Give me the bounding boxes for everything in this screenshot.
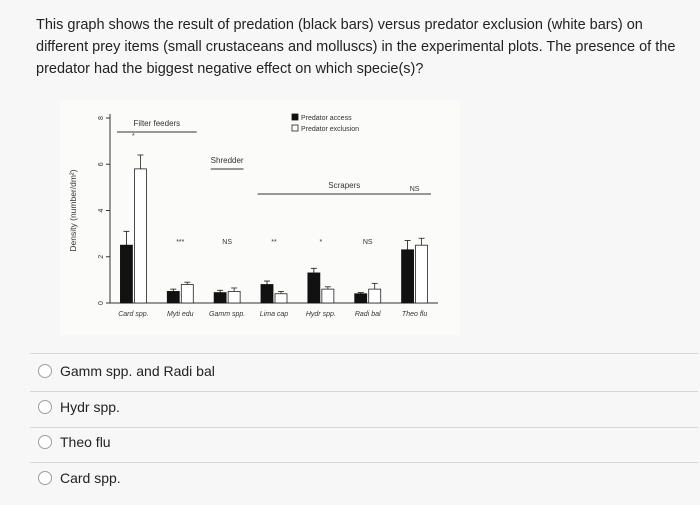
separator [30,462,698,463]
category-label: Radi bal [355,311,381,318]
category-label: Hydr spp. [306,311,336,318]
bar-predator-access [354,293,368,304]
bar-predator-exclusion [227,291,241,304]
legend-swatch-predator-access [291,113,299,121]
category-label: Theo flu [402,311,427,318]
bar-predator-exclusion [180,284,194,304]
option-label: Card spp. [60,470,121,486]
significance-label: NS [363,239,373,246]
significance-label: NS [410,186,420,193]
option-4[interactable]: Card spp. [38,470,121,486]
separator [30,427,698,428]
bar-predator-access [120,244,133,304]
legend-label-predator-access: Predator access [301,115,352,122]
separator [30,353,698,354]
radio-button[interactable] [38,435,52,449]
chart-svg: 0 2 4 6 8 Density (number/dm²) Card spp. Myti e… [68,113,438,318]
category-label: Gamm spp. [209,311,245,318]
legend-swatch-predator-exclusion [291,124,299,132]
bar-predator-access [166,291,180,304]
legend-label-predator-exclusion: Predator exclusion [301,126,359,133]
bar-predator-exclusion [274,293,288,304]
significance-label: * [132,133,135,140]
separator [30,391,698,392]
option-3[interactable]: Theo flu [38,434,111,450]
significance-label: *** [176,239,184,246]
bar-predator-access [401,249,414,304]
bar-predator-exclusion [321,288,335,304]
significance-label: * [319,239,322,246]
option-1[interactable]: Gamm spp. and Radi bal [38,363,215,379]
option-label: Hydr spp. [60,399,120,415]
bar-predator-access [213,292,227,304]
y-tick-label: 0 [98,301,105,305]
bar-predator-exclusion [134,168,147,304]
option-2[interactable]: Hydr spp. [38,399,120,415]
category-label: Lima cap [260,311,289,318]
option-label: Theo flu [60,434,111,450]
y-tick-label: 6 [98,162,105,166]
category-label: Card spp. [118,311,148,318]
radio-button[interactable] [38,400,52,414]
significance-label: ** [271,239,277,246]
y-tick-label: 4 [98,208,105,212]
y-tick-label: 8 [98,116,105,120]
bar-predator-exclusion [415,244,428,304]
y-axis-label: Density (number/dm²) [68,169,78,251]
option-label: Gamm spp. and Radi bal [60,363,215,379]
question-text: This graph shows the result of predation… [36,17,676,77]
bar-predator-access [307,272,321,304]
bar-predator-access [260,284,274,304]
radio-button[interactable] [38,471,52,485]
group-label: Scrapers [328,181,360,190]
group-label: Filter feeders [134,119,181,128]
category-label: Myti edu [167,311,194,318]
group-label: Shredder [211,156,244,165]
significance-label: NS [222,239,232,246]
bar-predator-exclusion [368,288,382,304]
bar-chart: 0 2 4 6 8 Density (number/dm²) Card spp. Myti e… [60,100,460,335]
radio-button[interactable] [38,364,52,378]
y-tick-label: 2 [98,255,105,259]
